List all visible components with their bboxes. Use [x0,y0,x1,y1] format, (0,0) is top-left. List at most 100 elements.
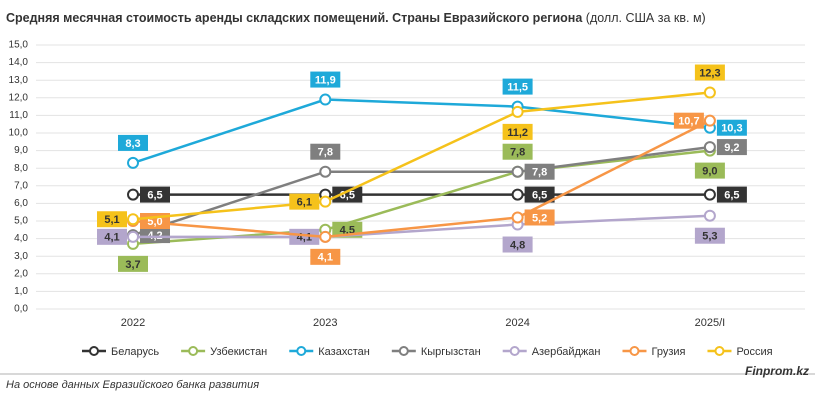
y-tick-label: 11,0 [9,110,28,121]
legend-label: Беларусь [111,346,159,358]
point [703,114,716,127]
data-label: 5,0 [147,216,162,228]
x-tick-label: 2023 [313,317,337,329]
point [511,105,524,118]
data-label: 4,1 [318,252,333,264]
data-label: 6,5 [532,190,547,202]
legend-label: Казахстан [318,346,370,358]
data-label: 11,9 [315,74,336,86]
y-tick-label: 10,0 [9,128,29,139]
data-label: 7,8 [318,147,333,159]
y-tick-label: 6,0 [14,198,28,209]
y-tick-label: 13,0 [9,75,29,86]
y-tick-label: 14,0 [9,57,29,68]
data-label: 4,1 [104,232,119,244]
y-tick-label: 5,0 [14,216,28,227]
y-tick-label: 12,0 [9,92,29,103]
label-box [716,186,747,203]
label-box [502,236,533,253]
legend-marker [398,346,409,356]
series-line [132,119,711,239]
data-label: 6,1 [297,197,312,209]
y-tick-label: 15,0 [9,40,29,51]
data-label: 7,8 [532,167,547,179]
legend-label: Азербайджан [532,346,601,358]
point [319,230,332,243]
label-box [140,227,170,244]
legend-label: Узбекистан [210,346,267,358]
label-box [97,211,127,228]
x-tick-label: 2022 [121,317,145,329]
label-box [502,123,533,140]
label-box [694,227,725,244]
legend-label: Грузия [651,346,685,358]
series-line [132,145,711,237]
point [703,141,716,154]
label-box [332,186,363,203]
point [319,93,332,106]
data-label: 8,3 [125,138,140,150]
chart-title: Средняя месячная стоимость аренды складс… [6,11,706,25]
label-box [694,162,725,179]
point [703,209,716,222]
label-box [502,143,533,160]
legend-label: Россия [736,346,772,358]
label-box [502,78,533,95]
data-label: 6,5 [724,190,739,202]
title-unit: (долл. США за кв. м) [586,11,706,25]
label-box [310,71,341,88]
x-tick-label: 2025/I [695,317,726,329]
y-tick-label: 8,0 [14,163,28,174]
y-tick-label: 3,0 [14,251,28,262]
brand: Finprom.kz [745,364,809,378]
point [703,86,716,99]
label-box [524,186,555,203]
label-box [140,186,170,203]
data-label: 11,5 [507,82,528,94]
point [127,213,139,226]
y-tick-label: 4,0 [14,233,28,244]
legend-marker [188,346,199,356]
legend-marker [629,346,640,356]
data-label: 12,3 [699,67,720,79]
point [703,188,716,201]
point [319,165,332,178]
label-box [673,112,704,129]
x-tick-label: 2024 [505,317,529,329]
data-label: 9,2 [724,142,739,154]
data-label: 5,1 [104,214,119,226]
data-label: 9,0 [702,166,717,178]
legend-marker [89,346,99,356]
label-box [118,134,148,151]
label-box [118,255,148,272]
point [511,211,524,224]
data-label: 11,2 [507,127,528,139]
label-box [524,209,555,226]
point [127,188,139,201]
series-line [132,98,711,165]
data-label: 5,2 [532,212,547,224]
y-tick-label: 7,0 [14,180,28,191]
label-box [716,119,747,136]
legend-marker [714,346,725,356]
data-label: 7,8 [510,147,525,159]
y-tick-label: 0,0 [14,304,28,315]
label-box [289,228,320,245]
y-tick-label: 2,0 [14,268,28,279]
point [511,188,524,201]
point [319,195,332,208]
legend-label: Кыргызстан [421,346,481,358]
series-line [133,214,710,239]
label-box [524,163,555,180]
point [127,156,139,169]
data-label: 10,7 [678,116,699,128]
label-box [694,64,725,81]
legend-marker [509,346,520,356]
series-line [132,91,711,221]
data-label: 4,8 [510,239,525,251]
data-label: 5,3 [702,231,717,243]
y-tick-label: 9,0 [14,145,28,156]
title: Средняя месячная стоимость аренды складс… [6,11,583,25]
source: На основе данных Евразийского банка разв… [6,379,259,391]
